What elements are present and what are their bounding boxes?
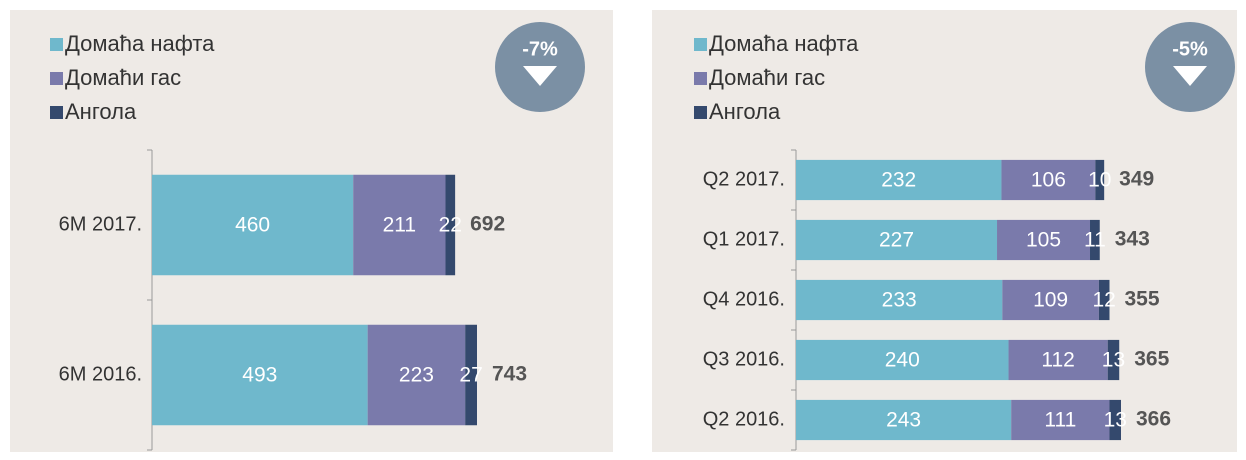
value-label: 211: [383, 214, 416, 237]
value-label: 22: [439, 214, 462, 237]
bar-segment: [353, 174, 446, 276]
total-label: 355: [1124, 288, 1159, 311]
chart: Домаћа нафта Домаћи гас Ангола -5% Q2 2017. 2…: [694, 22, 1235, 451]
bar-segment: [1107, 339, 1120, 381]
value-label: 112: [1041, 349, 1074, 372]
bar-segment: [796, 279, 1003, 321]
legend-label: Домаћи гас: [65, 65, 181, 90]
bar-segment: [1002, 279, 1099, 321]
value-label: 13: [1102, 349, 1125, 372]
bar-segment: [1011, 399, 1110, 441]
legend-label: Ангола: [709, 99, 781, 124]
bar-segment: [796, 399, 1012, 441]
chart: Домаћа нафта Домаћи гас Ангола -7% 6M 2017. 4…: [50, 22, 585, 451]
badge-arrow: [523, 66, 557, 86]
value-label: 27: [459, 364, 482, 387]
total-label: 743: [492, 363, 527, 386]
legend-swatch: [694, 38, 707, 51]
bar-segment: [1095, 159, 1105, 201]
bar-segment: [1008, 339, 1108, 381]
bar-segment: [997, 219, 1091, 261]
badge-arrow: [1173, 66, 1207, 86]
badge-label: -7%: [522, 38, 558, 60]
value-label: 233: [882, 289, 917, 312]
category-label: Q2 2016.: [703, 408, 785, 430]
category-label: Q3 2016.: [703, 348, 785, 370]
value-label: 111: [1044, 409, 1076, 432]
total-label: 343: [1115, 228, 1150, 251]
value-label: 12: [1092, 289, 1115, 312]
value-label: 109: [1033, 289, 1068, 312]
value-label: 232: [881, 169, 916, 192]
category-label: 6M 2017.: [59, 213, 142, 235]
value-label: 460: [235, 214, 270, 237]
legend-label: Домаћи гас: [709, 65, 825, 90]
bar-segment: [796, 159, 1002, 201]
legend-label: Домаћа нафта: [65, 31, 215, 56]
bar-segment: [465, 324, 477, 426]
value-label: 223: [399, 364, 434, 387]
legend-label: Ангола: [65, 99, 137, 124]
value-label: 227: [879, 229, 914, 252]
bar-segment: [796, 339, 1009, 381]
value-label: 11: [1084, 229, 1106, 252]
total-label: 365: [1134, 348, 1169, 371]
legend-label: Домаћа нафта: [709, 31, 859, 56]
legend-swatch: [694, 106, 707, 119]
bar-segment: [367, 324, 466, 426]
legend-swatch: [694, 72, 707, 85]
bar-segment: [1109, 399, 1121, 441]
total-label: 349: [1119, 168, 1154, 191]
value-label: 493: [242, 364, 277, 387]
legend-swatch: [50, 106, 63, 119]
total-label: 692: [470, 213, 505, 236]
bar-segment: [1001, 159, 1096, 201]
bar-segment: [445, 174, 456, 276]
category-label: 6M 2016.: [59, 363, 142, 385]
value-label: 10: [1088, 169, 1111, 192]
legend-swatch: [50, 38, 63, 51]
bar-segment: [152, 174, 354, 276]
value-label: 240: [885, 349, 920, 372]
badge-label: -5%: [1172, 38, 1208, 60]
bar-segment: [152, 324, 368, 426]
value-label: 243: [886, 409, 921, 432]
category-label: Q1 2017.: [703, 228, 785, 250]
bar-segment: [796, 219, 998, 261]
legend-swatch: [50, 72, 63, 85]
value-label: 105: [1026, 229, 1061, 252]
category-label: Q4 2016.: [703, 288, 785, 310]
bar-segment: [1098, 279, 1110, 321]
total-label: 366: [1136, 408, 1171, 431]
value-label: 106: [1031, 169, 1066, 192]
category-label: Q2 2017.: [703, 168, 785, 190]
bar-segment: [1090, 219, 1100, 261]
value-label: 13: [1104, 409, 1127, 432]
